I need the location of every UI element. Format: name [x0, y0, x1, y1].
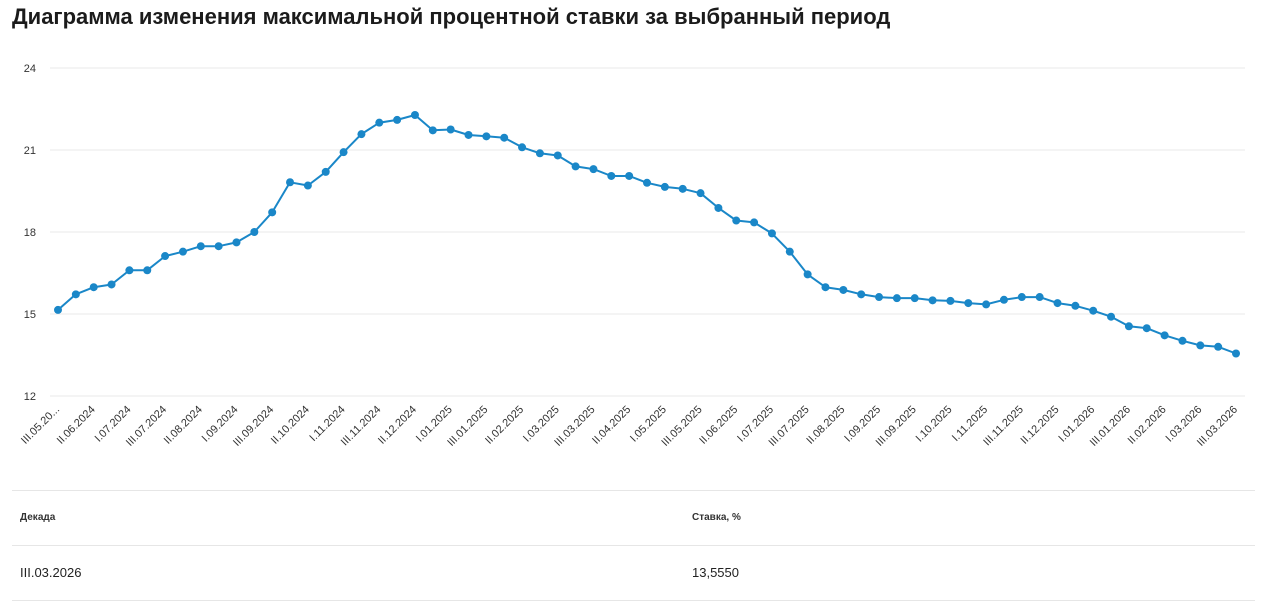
data-point[interactable]	[553, 151, 562, 160]
data-point[interactable]	[875, 293, 884, 302]
data-point[interactable]	[178, 247, 187, 256]
data-point[interactable]	[571, 162, 580, 171]
data-point[interactable]	[678, 184, 687, 193]
data-point[interactable]	[464, 130, 473, 139]
column-header-rate: Ставка, %	[692, 512, 741, 523]
data-point[interactable]	[750, 218, 759, 227]
data-point[interactable]	[1178, 336, 1187, 345]
data-point[interactable]	[500, 133, 509, 142]
data-point[interactable]	[518, 143, 527, 152]
data-point[interactable]	[1053, 299, 1062, 308]
data-point[interactable]	[89, 283, 98, 292]
data-point[interactable]	[410, 111, 419, 120]
data-point[interactable]	[803, 270, 812, 279]
data-point[interactable]	[303, 181, 312, 190]
data-point[interactable]	[339, 148, 348, 157]
x-tick-label: II.02.2026	[1126, 404, 1169, 447]
table-row: III.03.2026 13,5550	[12, 546, 1255, 601]
data-point[interactable]	[892, 294, 901, 303]
data-point[interactable]	[446, 125, 455, 134]
data-point[interactable]	[821, 283, 830, 292]
table-cell-rate: 13,5550	[692, 565, 739, 580]
y-tick-label: 24	[24, 63, 36, 75]
rate-table: Декада Ставка, % III.03.2026 13,5550	[12, 490, 1255, 601]
x-tick-label: II.12.2024	[376, 404, 419, 447]
data-point[interactable]	[1232, 349, 1240, 358]
data-point[interactable]	[785, 247, 794, 256]
chart-grid	[50, 67, 1245, 397]
x-tick-label: II.08.2025	[804, 404, 847, 447]
x-tick-label: II.06.2024	[55, 404, 98, 447]
data-point[interactable]	[982, 300, 991, 309]
x-axis-ticks: III.05.20...II.06.2024I.07.2024III.07.20…	[19, 404, 1240, 449]
data-point[interactable]	[946, 296, 955, 305]
x-tick-label: II.12.2025	[1019, 404, 1062, 447]
data-point[interactable]	[143, 266, 152, 275]
data-point[interactable]	[1214, 342, 1223, 351]
x-tick-label: II.06.2025	[697, 404, 740, 447]
y-tick-label: 15	[24, 309, 36, 321]
data-point[interactable]	[910, 294, 919, 303]
data-point[interactable]	[696, 189, 705, 198]
data-point[interactable]	[625, 171, 634, 180]
data-point[interactable]	[54, 305, 62, 314]
data-point[interactable]	[1124, 322, 1133, 331]
data-point[interactable]	[589, 165, 598, 174]
data-point[interactable]	[1142, 324, 1151, 333]
data-point[interactable]	[71, 290, 80, 299]
data-point[interactable]	[643, 178, 651, 187]
y-tick-label: 21	[24, 145, 36, 157]
data-point[interactable]	[357, 130, 366, 139]
data-point[interactable]	[1089, 306, 1098, 315]
table-top-divider	[12, 490, 1255, 491]
data-point[interactable]	[196, 242, 205, 251]
data-point[interactable]	[428, 126, 437, 135]
y-axis-ticks: 12 15 18 21 24	[24, 63, 36, 403]
data-point[interactable]	[964, 299, 973, 308]
data-point[interactable]	[732, 216, 741, 225]
data-point[interactable]	[928, 296, 937, 305]
data-point[interactable]	[286, 178, 295, 187]
data-point[interactable]	[999, 295, 1008, 304]
x-tick-label: I.10.2025	[914, 404, 955, 445]
data-point[interactable]	[232, 238, 241, 247]
data-point[interactable]	[268, 208, 277, 217]
x-tick-label: II.08.2024	[162, 404, 205, 447]
rate-line-chart: 12 15 18 21 24 III.05.20...II.06.2024I.07.20…	[19, 63, 1245, 449]
data-point[interactable]	[1196, 341, 1205, 350]
x-tick-label: II.04.2025	[590, 404, 633, 447]
data-point[interactable]	[839, 285, 848, 294]
data-point[interactable]	[107, 280, 116, 289]
data-point[interactable]	[660, 182, 669, 191]
data-point[interactable]	[1017, 293, 1026, 302]
data-point[interactable]	[393, 115, 402, 124]
data-point[interactable]	[714, 203, 723, 212]
table-header-row: Декада Ставка, %	[12, 491, 1255, 546]
data-point[interactable]	[214, 242, 223, 251]
data-point[interactable]	[767, 229, 776, 238]
data-point[interactable]	[1035, 293, 1044, 302]
x-tick-label: II.10.2024	[269, 404, 312, 447]
data-point[interactable]	[482, 132, 491, 141]
page-title: Диаграмма изменения максимальной процент…	[12, 4, 891, 29]
column-header-decade: Декада	[20, 512, 56, 523]
data-point[interactable]	[161, 252, 170, 261]
data-point[interactable]	[1071, 301, 1080, 310]
data-point[interactable]	[607, 171, 616, 180]
data-point[interactable]	[1107, 312, 1116, 321]
series-line	[57, 114, 1237, 355]
data-point[interactable]	[375, 118, 384, 127]
data-point[interactable]	[1160, 331, 1169, 340]
data-point[interactable]	[250, 228, 259, 236]
data-point[interactable]	[535, 149, 544, 158]
data-point[interactable]	[321, 167, 330, 176]
chart-series	[54, 111, 1240, 358]
table-cell-decade: III.03.2026	[20, 565, 82, 580]
data-point[interactable]	[857, 290, 866, 299]
data-point[interactable]	[125, 266, 134, 275]
y-tick-label: 12	[24, 391, 36, 403]
x-tick-label: II.02.2025	[483, 404, 526, 447]
y-tick-label: 18	[24, 227, 36, 239]
